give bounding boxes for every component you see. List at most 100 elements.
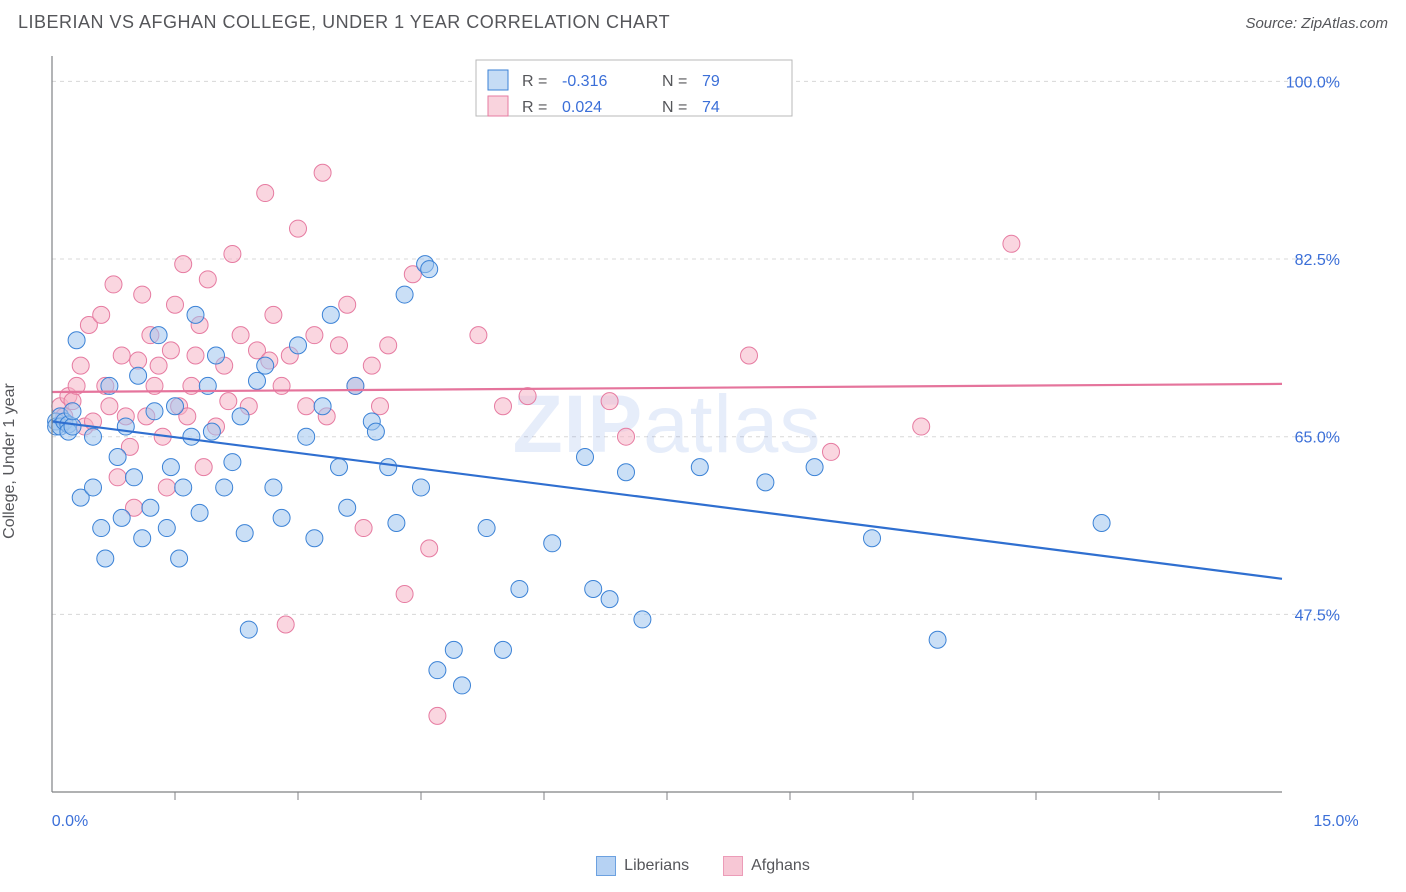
data-point (265, 479, 282, 496)
data-point (191, 504, 208, 521)
data-point (445, 641, 462, 658)
chart-title: LIBERIAN VS AFGHAN COLLEGE, UNDER 1 YEAR… (18, 12, 670, 33)
data-point (109, 469, 126, 486)
data-point (130, 352, 147, 369)
data-point (236, 525, 253, 542)
data-point (413, 479, 430, 496)
data-point (367, 423, 384, 440)
legend-label: Afghans (751, 857, 810, 875)
data-point (232, 327, 249, 344)
data-point (113, 347, 130, 364)
data-point (331, 337, 348, 354)
data-point (396, 586, 413, 603)
data-point (372, 398, 389, 415)
data-point (277, 616, 294, 633)
data-point (585, 580, 602, 597)
data-point (64, 403, 81, 420)
data-point (199, 271, 216, 288)
data-point (158, 520, 175, 537)
data-point (913, 418, 930, 435)
legend-swatch (596, 856, 616, 876)
data-point (511, 580, 528, 597)
y-tick-label: 47.5% (1295, 607, 1340, 624)
legend-label: Liberians (624, 857, 689, 875)
data-point (864, 530, 881, 547)
data-point (175, 256, 192, 273)
data-point (93, 306, 110, 323)
data-point (240, 621, 257, 638)
stat-r-value: -0.316 (562, 73, 607, 90)
data-point (85, 428, 102, 445)
data-point (146, 403, 163, 420)
data-point (380, 459, 397, 476)
data-point (363, 357, 380, 374)
stat-r-label: R = (522, 73, 547, 90)
data-point (929, 631, 946, 648)
data-point (298, 428, 315, 445)
y-axis-label: College, Under 1 year (1, 383, 19, 539)
chart-source: Source: ZipAtlas.com (1245, 15, 1388, 32)
data-point (273, 509, 290, 526)
data-point (113, 509, 130, 526)
data-point (224, 454, 241, 471)
data-point (478, 520, 495, 537)
y-tick-label: 65.0% (1295, 430, 1340, 447)
data-point (421, 261, 438, 278)
y-tick-label: 100.0% (1286, 74, 1340, 91)
data-point (601, 591, 618, 608)
data-point (175, 479, 192, 496)
data-point (322, 306, 339, 323)
data-point (105, 276, 122, 293)
data-point (380, 337, 397, 354)
data-point (224, 245, 241, 262)
scatter-chart: 47.5% 65.0% 82.5% 100.0% ZIPatlas 0.0% 15.0% R … (18, 48, 1358, 838)
data-point (195, 459, 212, 476)
data-point (823, 443, 840, 460)
data-point (273, 377, 290, 394)
data-point (347, 377, 364, 394)
data-point (265, 306, 282, 323)
data-point (634, 611, 651, 628)
data-point (741, 347, 758, 364)
data-point (339, 296, 356, 313)
legend-swatch (488, 96, 508, 116)
data-point (150, 327, 167, 344)
data-point (64, 418, 81, 435)
legend-item: Afghans (723, 856, 810, 876)
data-point (601, 393, 618, 410)
data-point (257, 185, 274, 202)
data-point (429, 707, 446, 724)
stat-n-label: N = (662, 99, 687, 116)
data-point (249, 372, 266, 389)
data-point (183, 428, 200, 445)
y-tick-label: 82.5% (1295, 252, 1340, 269)
data-point (577, 448, 594, 465)
data-point (167, 296, 184, 313)
data-point (454, 677, 471, 694)
data-point (150, 357, 167, 374)
x-tick-label: 15.0% (1313, 813, 1358, 830)
data-point (158, 479, 175, 496)
data-point (93, 520, 110, 537)
data-point (130, 367, 147, 384)
data-point (72, 357, 89, 374)
data-point (203, 423, 220, 440)
data-point (216, 479, 233, 496)
stat-r-value: 0.024 (562, 99, 602, 116)
data-point (618, 428, 635, 445)
data-point (355, 520, 372, 537)
data-point (290, 337, 307, 354)
data-point (470, 327, 487, 344)
data-point (208, 347, 225, 364)
stat-n-value: 79 (702, 73, 720, 90)
data-point (495, 398, 512, 415)
data-point (126, 469, 143, 486)
data-point (306, 327, 323, 344)
data-point (142, 499, 159, 516)
watermark: ZIPatlas (513, 379, 822, 470)
data-point (806, 459, 823, 476)
stat-n-label: N = (662, 73, 687, 90)
data-point (134, 530, 151, 547)
x-tick-label: 0.0% (52, 813, 88, 830)
data-point (85, 479, 102, 496)
